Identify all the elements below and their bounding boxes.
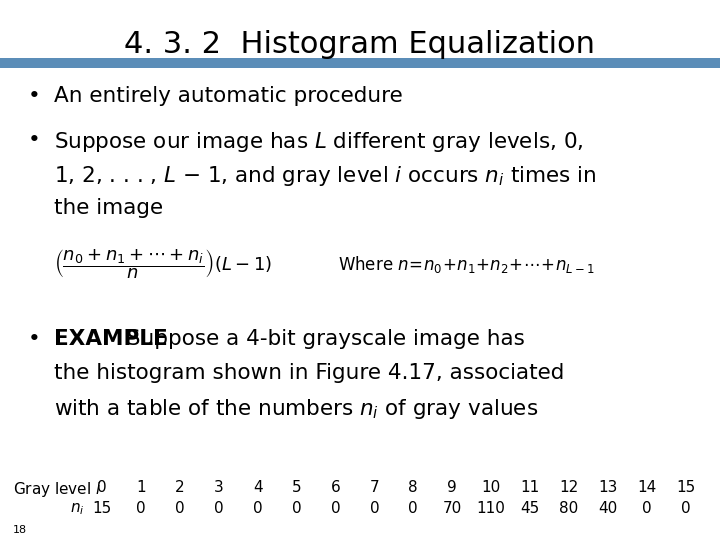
- Text: the image: the image: [54, 198, 163, 218]
- Text: 0: 0: [292, 501, 302, 516]
- Text: An entirely automatic procedure: An entirely automatic procedure: [54, 86, 402, 106]
- Text: •: •: [27, 130, 40, 150]
- Text: 9: 9: [447, 480, 457, 495]
- Text: 18: 18: [13, 524, 27, 535]
- Text: 0: 0: [175, 501, 185, 516]
- Text: •: •: [27, 329, 40, 349]
- Text: 1, 2, . . . , $L$ − 1, and gray level $i$ occurs $n_i$ times in: 1, 2, . . . , $L$ − 1, and gray level $i…: [54, 164, 597, 187]
- Text: 0: 0: [642, 501, 652, 516]
- Text: 0: 0: [253, 501, 263, 516]
- Text: 13: 13: [598, 480, 617, 495]
- Text: 7: 7: [369, 480, 379, 495]
- Text: 12: 12: [559, 480, 578, 495]
- Text: EXAMPLE: EXAMPLE: [54, 329, 168, 349]
- Text: 0: 0: [408, 501, 418, 516]
- Text: $n_i$: $n_i$: [71, 501, 85, 517]
- Text: Where $n\!=\!n_0\!+\!n_1\!+\!n_2\!+\!\cdots\!+\!n_{L-1}$: Where $n\!=\!n_0\!+\!n_1\!+\!n_2\!+\!\cd…: [338, 254, 595, 275]
- Text: 45: 45: [521, 501, 539, 516]
- Text: with a table of the numbers $n_i$ of gray values: with a table of the numbers $n_i$ of gra…: [54, 397, 539, 421]
- Text: 15: 15: [93, 501, 112, 516]
- Text: Suppose a 4-bit grayscale image has: Suppose a 4-bit grayscale image has: [120, 329, 525, 349]
- Text: 6: 6: [330, 480, 341, 495]
- Text: Gray level $i$: Gray level $i$: [13, 480, 102, 498]
- Text: •: •: [27, 86, 40, 106]
- Text: 110: 110: [477, 501, 505, 516]
- Text: 0: 0: [214, 501, 224, 516]
- Text: 8: 8: [408, 480, 418, 495]
- Text: 0: 0: [330, 501, 341, 516]
- Text: 0: 0: [97, 480, 107, 495]
- Text: 0: 0: [369, 501, 379, 516]
- Text: 80: 80: [559, 501, 578, 516]
- Text: 10: 10: [482, 480, 500, 495]
- Text: 70: 70: [443, 501, 462, 516]
- Text: 0: 0: [680, 501, 690, 516]
- Text: 4: 4: [253, 480, 263, 495]
- Text: 15: 15: [676, 480, 695, 495]
- Text: Suppose our image has $L$ different gray levels, 0,: Suppose our image has $L$ different gray…: [54, 130, 583, 153]
- Text: 5: 5: [292, 480, 302, 495]
- Text: 1: 1: [136, 480, 146, 495]
- Text: 0: 0: [136, 501, 146, 516]
- Text: 3: 3: [214, 480, 224, 495]
- Text: $\left(\dfrac{n_0 + n_1 + \cdots + n_i}{n}\right)(L-1)$: $\left(\dfrac{n_0 + n_1 + \cdots + n_i}{…: [54, 248, 272, 281]
- Text: 14: 14: [637, 480, 656, 495]
- Text: the histogram shown in Figure 4.17, associated: the histogram shown in Figure 4.17, asso…: [54, 363, 564, 383]
- Text: 40: 40: [598, 501, 617, 516]
- Bar: [0, 58, 720, 68]
- Text: 2: 2: [175, 480, 185, 495]
- Text: 11: 11: [521, 480, 539, 495]
- Text: 4. 3. 2  Histogram Equalization: 4. 3. 2 Histogram Equalization: [125, 30, 595, 59]
